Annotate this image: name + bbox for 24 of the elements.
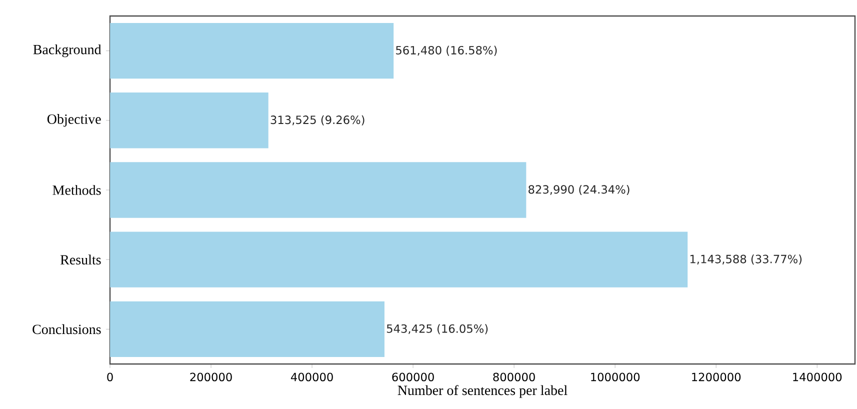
y-tick-label: Background [33, 44, 102, 58]
data-label: 561,480 (16.58%) [396, 46, 497, 56]
x-tick-label: 600000 [392, 372, 434, 382]
data-label: 313,525 (9.26%) [270, 115, 364, 126]
y-tick-label: Conclusions [32, 324, 101, 334]
x-axis-title: Number of sentences per label [398, 385, 568, 398]
bar [110, 301, 384, 358]
bar [110, 232, 688, 288]
bar [110, 92, 268, 148]
x-tick-label: 1400000 [793, 372, 842, 382]
data-label: 823,990 (24.34%) [528, 184, 630, 196]
x-tick-label: 1000000 [591, 372, 640, 382]
y-tick-label: Methods [52, 185, 101, 195]
x-tick-label: 200000 [190, 372, 232, 382]
y-tick-label: Results [60, 254, 101, 265]
data-label: 1,143,588 (33.77%) [690, 254, 802, 265]
x-tick-label: 400000 [290, 372, 333, 382]
x-tick-label: 800000 [493, 372, 535, 382]
bar [110, 162, 526, 218]
x-tick-label: 0 [107, 372, 113, 382]
y-tick-label: Objective [47, 114, 101, 127]
data-label: 543,425 (16.05%) [386, 324, 488, 334]
bar [110, 22, 394, 79]
x-tick-label: 1200000 [692, 372, 741, 382]
